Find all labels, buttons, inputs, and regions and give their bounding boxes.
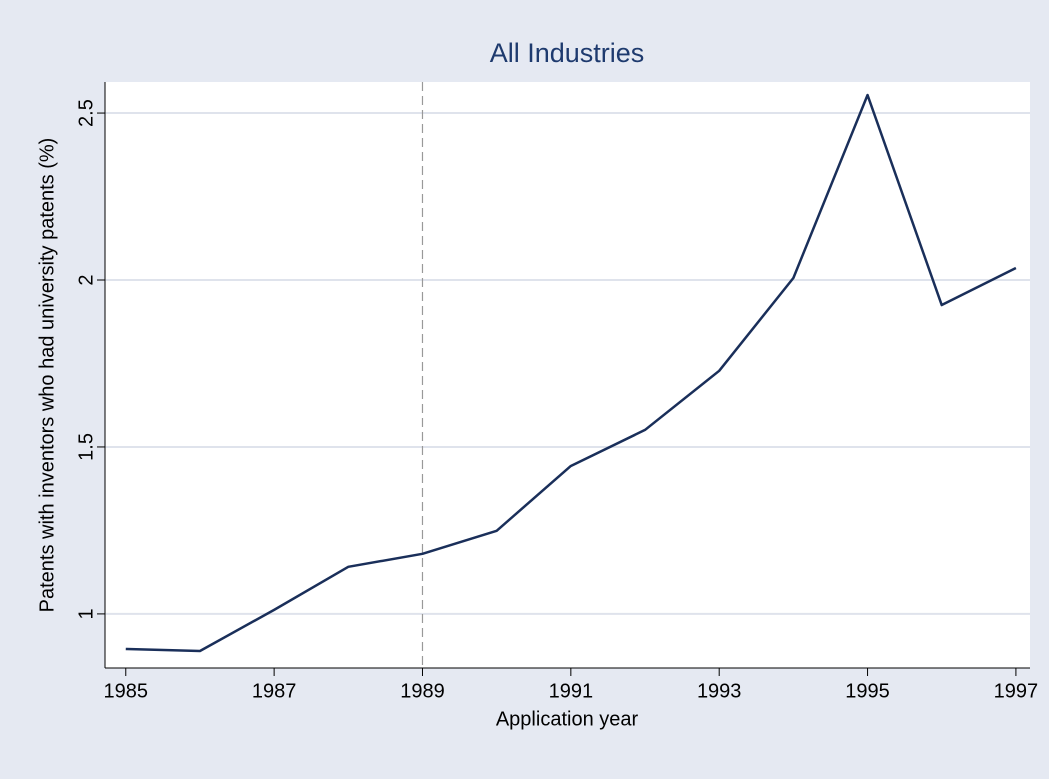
data-line [125, 93, 1017, 653]
x-tick-label: 1985 [104, 680, 149, 702]
y-tick-label: 2.5 [75, 99, 97, 127]
chart-title: All Industries [490, 38, 645, 68]
y-tick-label: 1.5 [75, 433, 97, 461]
x-tick-label: 1993 [697, 680, 742, 702]
plot-area [105, 82, 1030, 668]
x-tick-label: 1987 [252, 680, 297, 702]
x-tick-label: 1995 [845, 680, 890, 702]
y-tick-label: 2 [75, 274, 97, 285]
x-tick-label: 1997 [994, 680, 1039, 702]
x-axis-title: Application year [496, 708, 639, 730]
x-tick-label: 1991 [549, 680, 594, 702]
x-tick-label: 1989 [400, 680, 445, 702]
y-axis-title: Patents with inventors who had universit… [36, 138, 58, 613]
y-tick-label: 1 [75, 608, 97, 619]
